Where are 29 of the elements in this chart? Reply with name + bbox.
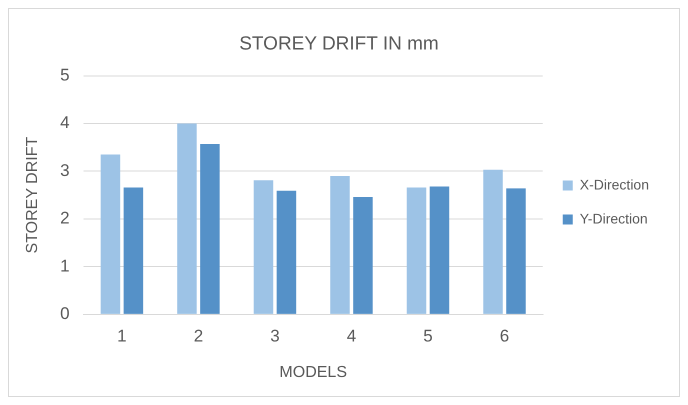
- y-tick-label: 0: [60, 304, 70, 324]
- x-tick-label: 5: [423, 326, 433, 346]
- legend-label: Y-Direction: [580, 210, 648, 226]
- bar: [177, 124, 197, 314]
- chart-title: STOREY DRIFT IN mm: [239, 34, 439, 55]
- x-tick-label: 4: [346, 326, 356, 346]
- y-tick-label: 5: [60, 65, 70, 84]
- bar: [430, 186, 450, 314]
- bar: [254, 180, 274, 314]
- x-tick-label: 2: [194, 326, 204, 346]
- bar: [100, 154, 120, 314]
- bar: [353, 197, 373, 314]
- bar: [124, 187, 144, 314]
- bar: [506, 188, 526, 314]
- bar: [330, 176, 350, 314]
- y-tick-label: 1: [60, 256, 70, 276]
- x-axis-title: MODELS: [279, 364, 347, 381]
- bar: [483, 170, 503, 314]
- y-tick-label: 4: [60, 113, 70, 132]
- bar: [406, 187, 426, 314]
- y-tick-label: 2: [60, 208, 70, 228]
- y-tick-label: 3: [60, 160, 70, 180]
- x-tick-label: 1: [117, 326, 127, 346]
- bar: [200, 144, 220, 314]
- x-tick-label: 6: [500, 326, 510, 346]
- x-tick-label: 3: [270, 326, 280, 346]
- legend-label: X-Direction: [580, 176, 650, 192]
- bar: [276, 190, 296, 314]
- y-axis-title: STOREY DRIFT: [24, 136, 42, 254]
